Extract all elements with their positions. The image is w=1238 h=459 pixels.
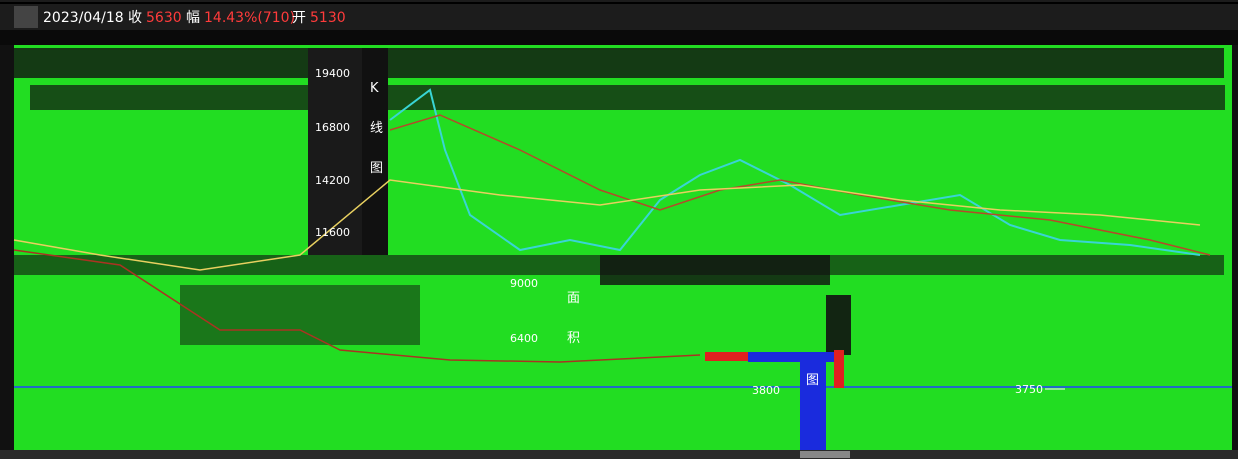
axis-label: 11600 (315, 226, 350, 239)
caption: 积 (567, 331, 580, 346)
change-label: 幅 (186, 10, 200, 26)
axis-label: 3800 (752, 384, 780, 397)
axis-label: 9000 (510, 277, 538, 290)
scroll-thumb[interactable] (800, 451, 850, 458)
close: 5630 (146, 10, 182, 26)
open: 5130 (310, 10, 346, 26)
ma-line (389, 114, 1211, 256)
caption: 面 (567, 291, 580, 306)
red-bar (834, 350, 844, 388)
ma-line (389, 88, 1201, 256)
marker-label: 3750 (1015, 383, 1043, 396)
glitch-bands (14, 48, 1225, 355)
blue-bar (748, 352, 834, 362)
axis-label: 16800 (315, 121, 350, 134)
caption: K (370, 81, 379, 96)
ma-line (13, 179, 1201, 271)
scrollbar (0, 450, 1238, 459)
red-bar (705, 352, 748, 361)
axis-label: 19400 (315, 67, 350, 80)
open-label: 开 (292, 10, 306, 26)
change: 14.43%(710) (204, 10, 295, 26)
indicator-bar (0, 30, 1238, 45)
axis-label: 14200 (315, 174, 350, 187)
header-bar (0, 0, 1238, 30)
caption: 图 (806, 373, 819, 388)
blue-block (800, 352, 826, 450)
date: 2023/04/18 (43, 10, 124, 26)
icon (14, 6, 38, 28)
caption: 线 (370, 121, 383, 136)
close-label: 收 (128, 10, 142, 26)
area-line (13, 249, 701, 363)
caption: 图 (370, 161, 383, 176)
caption-strip (362, 48, 388, 255)
axis-label: 6400 (510, 332, 538, 345)
